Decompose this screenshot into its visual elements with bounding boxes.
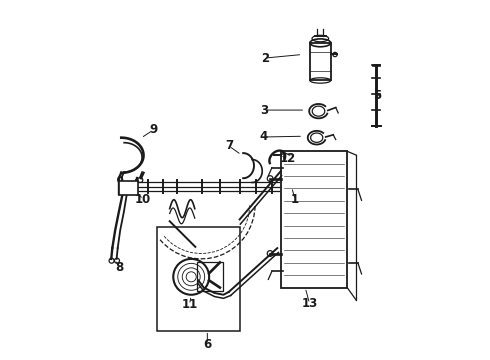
Bar <box>310 43 331 81</box>
Text: 10: 10 <box>135 193 151 206</box>
Text: 1: 1 <box>291 193 299 206</box>
Text: 6: 6 <box>203 338 212 351</box>
Bar <box>157 226 240 330</box>
Text: 4: 4 <box>260 130 268 144</box>
Text: 11: 11 <box>181 298 197 311</box>
Text: 2: 2 <box>261 51 269 64</box>
Text: 8: 8 <box>115 261 123 274</box>
Bar <box>281 151 347 288</box>
Text: 13: 13 <box>301 297 318 310</box>
Bar <box>119 181 139 195</box>
Text: 12: 12 <box>280 152 296 165</box>
Text: 7: 7 <box>225 139 233 152</box>
Text: 3: 3 <box>260 104 268 117</box>
Text: 5: 5 <box>373 89 382 102</box>
Text: 9: 9 <box>149 123 158 136</box>
Bar <box>196 262 223 291</box>
